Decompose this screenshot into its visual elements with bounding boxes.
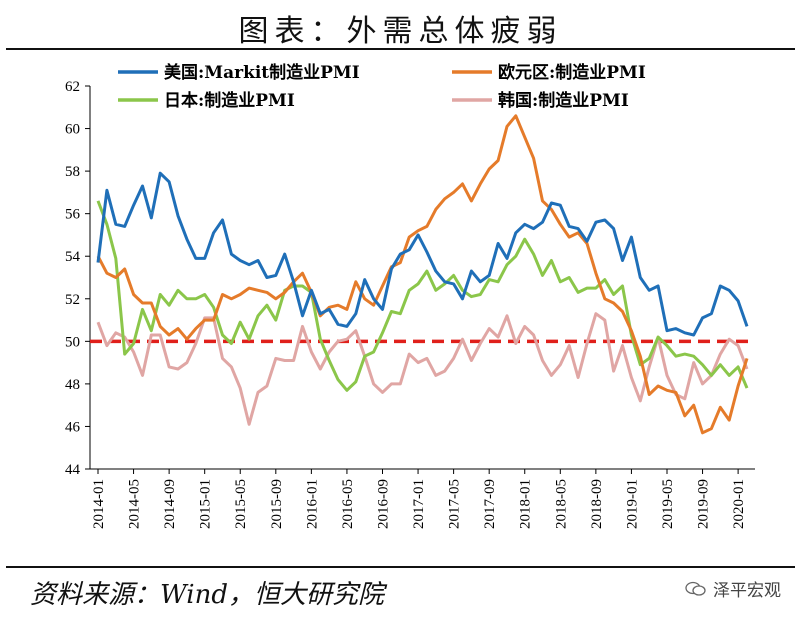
top-divider <box>6 48 795 50</box>
x-tick-label: 2019-09 <box>696 479 712 529</box>
x-tick-label: 2018-05 <box>553 479 569 529</box>
series-line-1 <box>96 171 749 337</box>
watermark: 泽平宏观 <box>685 576 781 601</box>
x-tick-label: 2019-05 <box>660 479 676 529</box>
y-tick-label: 60 <box>65 122 80 138</box>
y-tick-label: 62 <box>65 79 80 95</box>
legend-label: 韩国:制造业PMI <box>498 90 629 111</box>
y-tick-label: 48 <box>65 377 80 393</box>
source-note: 资料来源：Wind，恒大研究院 <box>30 580 384 610</box>
legend-label: 日本:制造业PMI <box>164 90 295 111</box>
series-line-4 <box>96 312 749 426</box>
y-tick-label: 56 <box>65 207 81 223</box>
x-tick-label: 2014-09 <box>162 479 178 529</box>
x-tick-label: 2017-05 <box>447 479 463 529</box>
x-tick-label: 2020-01 <box>731 479 747 529</box>
x-tick-label: 2015-05 <box>233 479 249 529</box>
x-tick-label: 2018-01 <box>518 479 534 529</box>
x-tick-label: 2014-01 <box>91 479 107 529</box>
x-tick-label: 2017-09 <box>482 479 498 529</box>
x-tick-label: 2018-09 <box>589 479 605 529</box>
x-tick-label: 2017-01 <box>411 479 427 529</box>
watermark-text: 泽平宏观 <box>713 581 781 601</box>
wechat-icon <box>685 581 706 596</box>
x-tick-label: 2016-01 <box>304 479 320 529</box>
y-tick-label: 58 <box>65 164 80 180</box>
y-tick-label: 50 <box>65 334 80 350</box>
bottom-divider <box>6 566 795 568</box>
x-tick-label: 2014-05 <box>127 479 143 529</box>
legend-label: 美国:Markit制造业PMI <box>164 62 360 83</box>
series-line-2 <box>96 114 749 435</box>
line-chart: 44 46 48 50 52 54 56 58 60 62 2014-01 2014-05 2014-0… <box>65 62 755 529</box>
x-tick-label: 2016-09 <box>375 479 391 529</box>
legend-label: 欧元区:制造业PMI <box>498 62 646 83</box>
x-tick-label: 2015-09 <box>269 479 285 529</box>
x-tick-label: 2019-01 <box>624 479 640 529</box>
chart-title: 图表：外需总体疲弱 <box>238 14 563 49</box>
x-tick-label: 2015-01 <box>198 479 214 529</box>
x-tick-label: 2016-05 <box>340 479 356 529</box>
series-line-3 <box>96 200 749 392</box>
y-tick-label: 54 <box>65 249 81 265</box>
y-tick-label: 52 <box>65 292 80 308</box>
y-tick-label: 44 <box>65 462 81 478</box>
y-tick-label: 46 <box>65 419 81 435</box>
